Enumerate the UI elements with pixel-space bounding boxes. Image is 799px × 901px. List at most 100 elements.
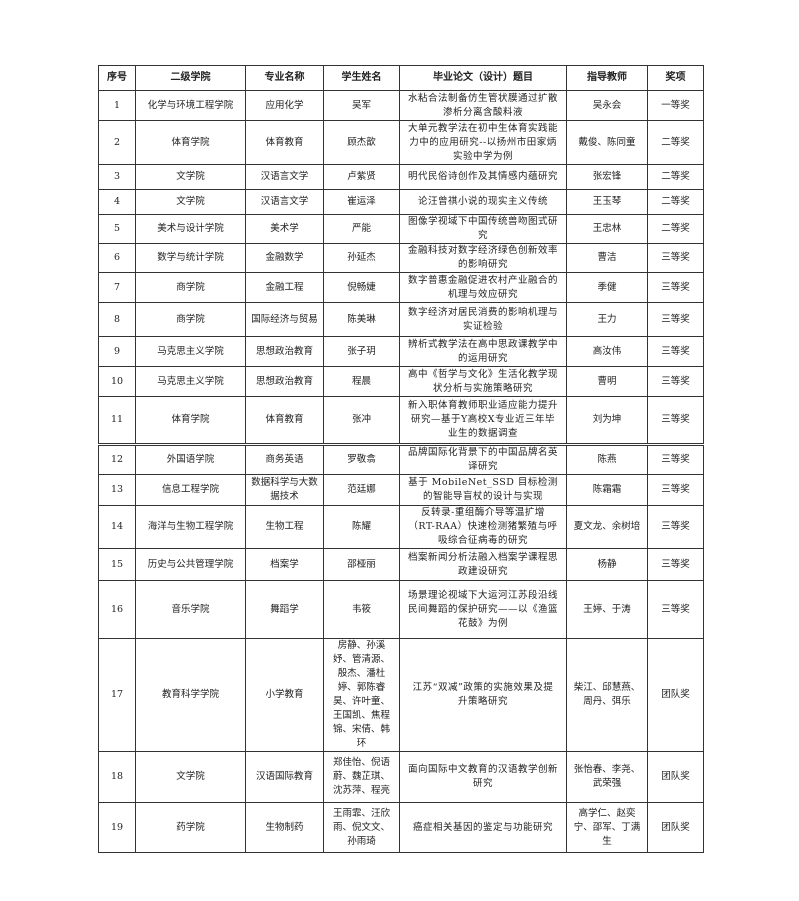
table-row: 17 教育科学学院 小学教育 房静、孙溪妤、管清源、殷杰、潘杜婷、郭陈睿昊、许叶童、王… (98, 638, 704, 752)
table-row: 9 马克思主义学院 思想政治教育 张子玥 辨析式教学法在高中思政课教学中的运用研究 高汝伟… (98, 336, 704, 367)
thesis-title-cell: 大单元教学法在初中生体育实践能力中的应用研究--以扬州市田家炳实验中学为例 (399, 120, 567, 165)
college-cell: 文学院 (135, 751, 246, 803)
students-cell: 顾杰歆 (323, 120, 400, 165)
major-cell: 体育教育 (245, 120, 324, 165)
award-cell: 三等奖 (647, 474, 704, 506)
header-major: 专业名称 (245, 65, 324, 91)
college-cell: 体育学院 (135, 120, 246, 165)
table-row: 5 美术与设计学院 美术学 严能 图像学视域下中国传统兽吻图式研究 王忠林 二等奖 (98, 214, 704, 244)
thesis-title-cell: 论汪曾祺小说的现实主义传统 (399, 189, 567, 215)
table-row: 4 文学院 汉语言文学 崔运泽 论汪曾祺小说的现实主义传统 王玉琴 二等奖 (98, 189, 704, 215)
row-number-cell: 7 (98, 272, 136, 303)
award-cell: 三等奖 (647, 243, 704, 273)
students-cell: 王雨霏、汪欣雨、倪文文、孙雨琦 (323, 802, 400, 853)
award-cell: 三等奖 (647, 366, 704, 397)
table-row: 6 数学与统计学院 金融数学 孙延杰 金融科技对数字经济绿色创新效率的影响研究 曹洁 三等奖 (98, 243, 704, 273)
row-number-cell: 2 (98, 120, 136, 165)
thesis-title-cell: 新入职体育教师职业适应能力提升研究—基于Y高校X专业近三年毕业生的数据调查 (399, 396, 567, 445)
award-cell: 三等奖 (647, 505, 704, 549)
table-row: 19 药学院 生物制药 王雨霏、汪欣雨、倪文文、孙雨琦 癌症相关基因的鉴定与功能研究 高学… (98, 802, 704, 853)
thesis-title-cell: 高中《哲学与文化》生活化教学现状分析与实施策略研究 (399, 366, 567, 397)
thesis-title-cell: 面向国际中文教育的汉语教学创新研究 (399, 751, 567, 803)
college-cell: 马克思主义学院 (135, 336, 246, 367)
table-row: 15 历史与公共管理学院 档案学 邵桠丽 档案新闻分析法融入档案学课程思政建设研究 杨静三… (98, 548, 704, 581)
award-cell: 三等奖 (647, 396, 704, 445)
award-cell: 三等奖 (647, 443, 704, 475)
thesis-title-cell: 水粘合法制备仿生管状膜通过扩散渗析分离含酸料液 (399, 90, 567, 121)
header-advisor: 指导教师 (566, 65, 648, 91)
table-header-row: 序号 二级学院 专业名称 学生姓名 毕业论文（设计）题目 指导教师 奖项 (98, 65, 704, 91)
row-number-cell: 17 (98, 638, 136, 752)
major-cell: 思想政治教育 (245, 366, 324, 397)
table-row: 18 文学院 汉语国际教育 郑佳怡、倪语蔚、魏芷琪、沈苏萍、程亮 面向国际中文教育的汉语… (98, 751, 704, 803)
award-cell: 二等奖 (647, 120, 704, 165)
thesis-title-cell: 品牌国际化背景下的中国品牌名英译研究 (399, 443, 567, 475)
award-cell: 团队奖 (647, 751, 704, 803)
thesis-title-cell: 辨析式教学法在高中思政课教学中的运用研究 (399, 336, 567, 367)
row-number-cell: 18 (98, 751, 136, 803)
row-number-cell: 6 (98, 243, 136, 273)
thesis-title-cell: 数字经济对居民消费的影响机理与实证检验 (399, 302, 567, 337)
award-cell: 二等奖 (647, 214, 704, 244)
award-cell: 一等奖 (647, 90, 704, 121)
row-number-cell: 19 (98, 802, 136, 853)
advisor-cell: 王婷、于涛 (566, 580, 648, 639)
major-cell: 应用化学 (245, 90, 324, 121)
advisor-cell: 张怡春、李尧、武荣强 (566, 751, 648, 803)
advisor-cell: 曹明 (566, 366, 648, 397)
award-cell: 团队奖 (647, 802, 704, 853)
award-cell: 三等奖 (647, 336, 704, 367)
row-number-cell: 4 (98, 189, 136, 215)
students-cell: 陈耀 (323, 505, 400, 549)
students-cell: 张冲 (323, 396, 400, 445)
major-cell: 汉语言文学 (245, 164, 324, 190)
table-row: 11 体育学院 体育教育 张冲 新入职体育教师职业适应能力提升研究—基于Y高校X专业近三… (98, 396, 704, 445)
major-cell: 生物制药 (245, 802, 324, 853)
thesis-title-cell: 反转录-重组酶介导等温扩增（RT-RAA）快速检测猪繁殖与呼吸综合征病毒的研究 (399, 505, 567, 549)
college-cell: 美术与设计学院 (135, 214, 246, 244)
college-cell: 商学院 (135, 302, 246, 337)
header-award: 奖项 (647, 65, 704, 91)
students-cell: 卢紫贤 (323, 164, 400, 190)
row-number-cell: 13 (98, 474, 136, 506)
advisor-cell: 杨静 (566, 548, 648, 581)
students-cell: 倪畅婕 (323, 272, 400, 303)
students-cell: 陈美琳 (323, 302, 400, 337)
thesis-title-cell: 金融科技对数字经济绿色创新效率的影响研究 (399, 243, 567, 273)
row-number-cell: 5 (98, 214, 136, 244)
row-number-cell: 16 (98, 580, 136, 639)
row-number-cell: 3 (98, 164, 136, 190)
table-row: 7 商学院 金融工程 倪畅婕 数字普惠金融促进农村产业融合的机理与效应研究 季健 三等奖 (98, 272, 704, 303)
students-cell: 房静、孙溪妤、管清源、殷杰、潘杜婷、郭陈睿昊、许叶童、王国凯、焦程锦、宋倩、韩环 (323, 638, 400, 752)
award-cell: 三等奖 (647, 302, 704, 337)
college-cell: 化学与环境工程学院 (135, 90, 246, 121)
college-cell: 教育科学学院 (135, 638, 246, 752)
table-row: 10 马克思主义学院 思想政治教育 程晨 高中《哲学与文化》生活化教学现状分析与实施策略… (98, 366, 704, 397)
major-cell: 档案学 (245, 548, 324, 581)
students-cell: 韦筱 (323, 580, 400, 639)
major-cell: 思想政治教育 (245, 336, 324, 367)
students-cell: 范廷娜 (323, 474, 400, 506)
header-students: 学生姓名 (323, 65, 400, 91)
award-cell: 二等奖 (647, 189, 704, 215)
advisor-cell: 曹洁 (566, 243, 648, 273)
advisor-cell: 王忠林 (566, 214, 648, 244)
college-cell: 文学院 (135, 189, 246, 215)
advisor-cell: 王力 (566, 302, 648, 337)
college-cell: 数学与统计学院 (135, 243, 246, 273)
students-cell: 崔运泽 (323, 189, 400, 215)
major-cell: 体育教育 (245, 396, 324, 445)
college-cell: 海洋与生物工程学院 (135, 505, 246, 549)
thesis-title-cell: 场景理论视域下大运河江苏段沿线民间舞蹈的保护研究——以《渔篮花鼓》为例 (399, 580, 567, 639)
college-cell: 体育学院 (135, 396, 246, 445)
major-cell: 舞蹈学 (245, 580, 324, 639)
thesis-title-cell: 基于 MobileNet_SSD 目标检测的智能导盲杖的设计与实现 (399, 474, 567, 506)
header-title: 毕业论文（设计）题目 (399, 65, 567, 91)
students-cell: 吴军 (323, 90, 400, 121)
college-cell: 药学院 (135, 802, 246, 853)
row-number-cell: 9 (98, 336, 136, 367)
row-number-cell: 11 (98, 396, 136, 445)
table-row: 13 信息工程学院 数据科学与大数据技术 范廷娜 基于 MobileNet_SSD 目标… (98, 474, 704, 506)
students-cell: 张子玥 (323, 336, 400, 367)
advisor-cell: 刘为坤 (566, 396, 648, 445)
